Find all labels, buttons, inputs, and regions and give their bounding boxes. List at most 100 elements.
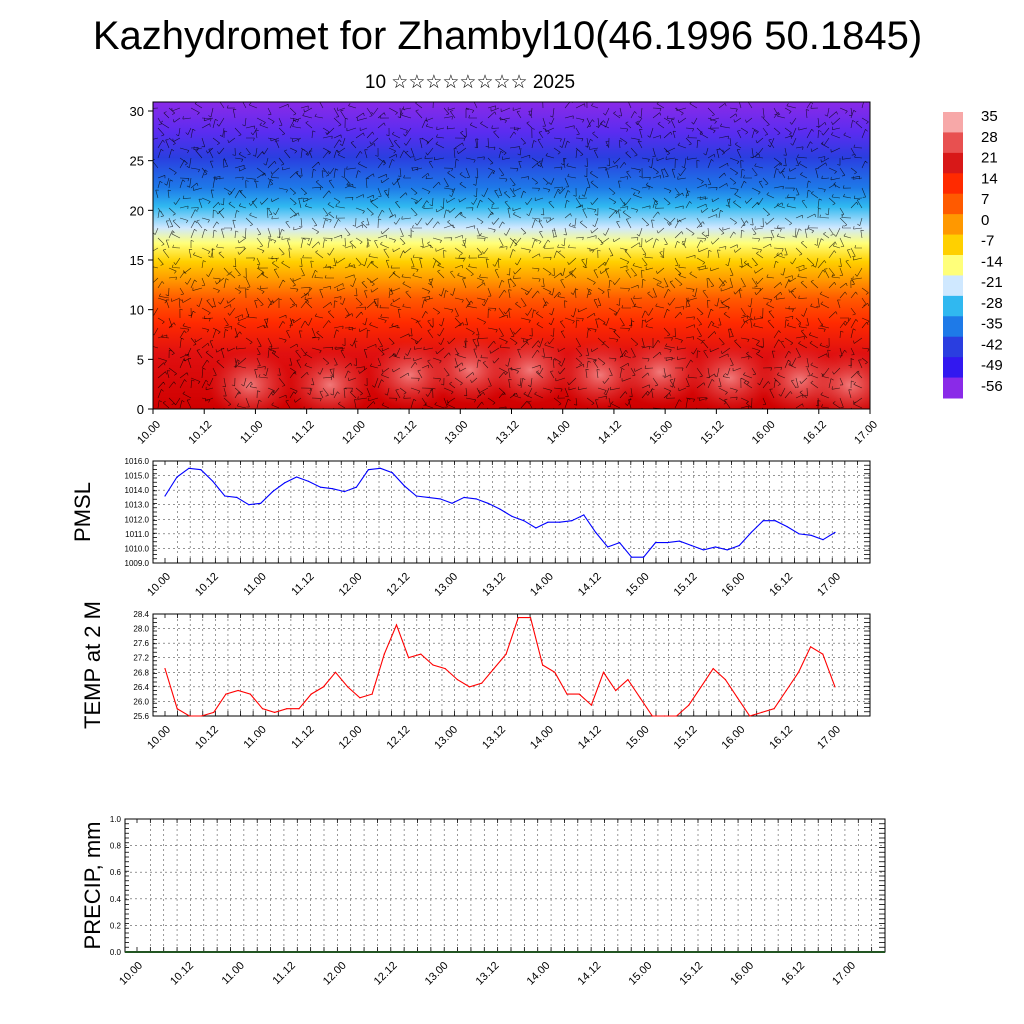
data-point xyxy=(523,520,525,522)
data-point xyxy=(773,708,775,710)
data-point xyxy=(750,531,752,534)
data-point xyxy=(391,472,393,474)
data-point xyxy=(188,467,190,469)
x-tick-label: 14.00 xyxy=(545,419,573,447)
data-point xyxy=(810,646,812,648)
x-tick-label: 16.00 xyxy=(750,419,778,447)
colorbar-swatch xyxy=(943,357,963,379)
data-point xyxy=(224,495,226,497)
x-tick-label: 11.12 xyxy=(289,724,316,751)
warm-cell xyxy=(618,338,702,406)
y-tick-label: 1011.0 xyxy=(125,530,149,539)
temp-panel: 28.4 28.0 27.6 27.2 26.8 26.4 26.0 25.6 10.00 10.… xyxy=(80,601,871,752)
wind-barb-set xyxy=(153,102,870,409)
data-point xyxy=(676,715,678,717)
data-point xyxy=(566,693,568,695)
grid xyxy=(153,613,870,717)
x-tick-label: 15.12 xyxy=(699,419,727,447)
data-point xyxy=(505,653,507,655)
y-tick-label: 1009.0 xyxy=(125,559,150,568)
colorbar-label: 0 xyxy=(981,212,989,229)
y-tick-label: 20 xyxy=(130,203,144,218)
data-point xyxy=(331,488,334,490)
vertical-profile-panel: 0 5 10 15 20 25 30 10.00 10.12 11.00 11.12 12.00 12.… xyxy=(130,101,880,447)
data-point xyxy=(810,534,812,536)
data-point xyxy=(260,502,262,504)
x-tick-label: 14.12 xyxy=(596,419,624,447)
y-tick-label: 1014.0 xyxy=(125,486,150,495)
y-tick-label: 0.0 xyxy=(110,948,122,957)
data-point xyxy=(834,686,836,688)
data-point xyxy=(785,689,787,692)
x-tick-label: 15.00 xyxy=(624,571,652,599)
data-point xyxy=(408,657,410,659)
data-point xyxy=(511,515,513,518)
data-point xyxy=(456,679,458,681)
x-tick-label: 12.00 xyxy=(337,571,365,599)
data-point xyxy=(225,693,227,695)
colorbar-swatch xyxy=(943,112,963,133)
x-tick-label: 11.00 xyxy=(241,571,268,598)
data-point xyxy=(583,514,585,516)
data-point xyxy=(738,544,740,547)
x-tick-label: 17.00 xyxy=(852,419,880,447)
data-point xyxy=(761,711,763,714)
data-point xyxy=(439,498,441,500)
x-tick-label: 14.00 xyxy=(528,571,556,599)
data-point xyxy=(529,617,532,619)
x-tick-label: 14.00 xyxy=(528,724,556,752)
data-point xyxy=(822,653,824,655)
y-tick-label: 1010.0 xyxy=(125,544,150,553)
data-point xyxy=(286,708,288,710)
data-point xyxy=(798,533,800,535)
colorbar-label: 7 xyxy=(981,191,989,208)
x-tick-label: 10.00 xyxy=(145,724,173,752)
minor-ticks xyxy=(125,818,886,953)
data-point xyxy=(213,711,215,714)
data-point xyxy=(261,708,264,710)
data-point xyxy=(578,693,580,695)
y-tick-label: 30 xyxy=(130,104,144,119)
data-point xyxy=(797,671,800,673)
y-axis-label: PRECIP, mm xyxy=(80,822,105,950)
colorbar-label: -21 xyxy=(981,274,1003,291)
data-point xyxy=(702,549,705,551)
colorbar-swatch xyxy=(943,377,963,399)
x-tick-label: 15.12 xyxy=(672,571,700,599)
x-tick-label: 10.12 xyxy=(193,571,221,599)
data-point xyxy=(403,485,405,487)
y-tick-label: 27.2 xyxy=(133,654,149,663)
data-point xyxy=(475,498,477,500)
grid xyxy=(153,460,870,564)
colorbar-swatch xyxy=(943,316,963,338)
data-point xyxy=(762,520,764,522)
data-point xyxy=(663,715,666,717)
data-point xyxy=(463,496,465,498)
data-point xyxy=(554,671,556,673)
data-point xyxy=(834,531,836,534)
data-point xyxy=(736,697,739,699)
data-point xyxy=(355,486,357,488)
y-tick-label: 1015.0 xyxy=(125,472,150,481)
x-tick-label: 14.00 xyxy=(525,960,553,988)
colorbar-label: 28 xyxy=(981,129,998,146)
data-point xyxy=(415,495,417,497)
data-point xyxy=(164,668,166,670)
data-point xyxy=(643,556,645,558)
warm-cell xyxy=(558,341,642,409)
grid xyxy=(125,818,885,953)
x-tick-label: 13.00 xyxy=(432,571,460,599)
data-point xyxy=(188,715,190,717)
data-point xyxy=(359,697,361,699)
data-point xyxy=(786,526,788,528)
data-point xyxy=(639,697,641,699)
data-point xyxy=(248,504,250,506)
data-point xyxy=(822,539,824,541)
x-tick-label: 11.00 xyxy=(220,960,247,987)
data-point xyxy=(678,540,681,542)
series-points xyxy=(164,467,836,558)
x-tick-label: 13.12 xyxy=(474,960,502,988)
colorbar-swatch xyxy=(943,214,963,236)
y-tick-label: 1016.0 xyxy=(125,457,150,466)
data-point xyxy=(481,682,483,684)
